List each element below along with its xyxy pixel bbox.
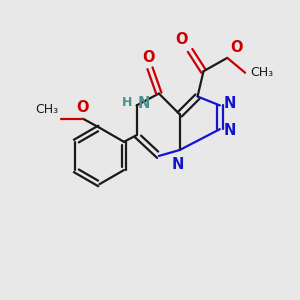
Text: O: O [142,50,155,65]
Text: N: N [224,95,236,110]
Text: O: O [76,100,89,115]
Text: N: N [224,123,236,138]
Text: O: O [230,40,243,55]
Text: CH₃: CH₃ [35,103,58,116]
Text: H: H [122,96,132,109]
Text: CH₃: CH₃ [250,66,274,79]
Text: N: N [138,96,151,111]
Text: N: N [172,157,184,172]
Text: O: O [175,32,188,47]
